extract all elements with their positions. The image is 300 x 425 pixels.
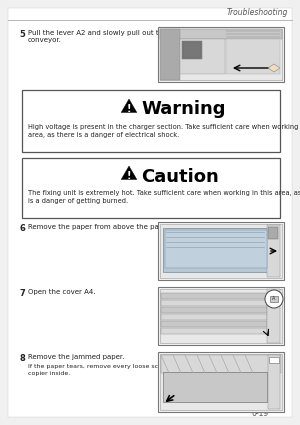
Bar [161, 321, 267, 327]
Bar [269, 357, 279, 363]
Polygon shape [121, 99, 137, 113]
Text: Remove the paper from above the paper conveyor.: Remove the paper from above the paper co… [28, 224, 206, 230]
Bar [160, 29, 282, 39]
Text: !: ! [127, 171, 131, 181]
Bar [165, 230, 267, 268]
Bar [161, 307, 267, 313]
Bar [161, 355, 281, 373]
Text: 8: 8 [19, 354, 25, 363]
Bar [161, 293, 267, 299]
Bar [158, 287, 284, 345]
Text: Open the cover A4.: Open the cover A4. [28, 289, 95, 295]
Text: A: A [272, 297, 276, 301]
Bar [160, 354, 282, 410]
Text: If the paper tears, remove every loose scraps from the
copier inside.: If the paper tears, remove every loose s… [28, 364, 201, 376]
Text: Troubleshooting: Troubleshooting [226, 8, 288, 17]
Bar [161, 328, 267, 334]
Bar [267, 225, 280, 277]
Bar [182, 41, 202, 59]
Bar [160, 289, 282, 343]
Bar [268, 355, 280, 409]
Bar [160, 29, 180, 80]
Text: Caution: Caution [141, 168, 219, 186]
Bar [268, 227, 278, 239]
Bar [158, 27, 284, 82]
Text: 7: 7 [19, 289, 25, 298]
Circle shape [265, 290, 283, 308]
Polygon shape [268, 64, 280, 72]
Bar [183, 42, 201, 58]
Bar [226, 39, 280, 74]
Text: The fixing unit is extremely hot. Take sufficient care when working in this area: The fixing unit is extremely hot. Take s… [28, 190, 300, 204]
Text: High voltage is present in the charger section. Take sufficient care when workin: High voltage is present in the charger s… [28, 124, 300, 138]
Bar [180, 39, 225, 74]
Text: Pull the lever A2 and slowly pull out the paper
conveyor.: Pull the lever A2 and slowly pull out th… [28, 30, 190, 43]
Bar [22, 158, 280, 218]
Text: Remove the jammed paper.: Remove the jammed paper. [28, 354, 124, 360]
Bar [161, 300, 267, 306]
Text: 6-19: 6-19 [251, 409, 268, 418]
Bar [160, 29, 282, 80]
Bar [22, 90, 280, 152]
Text: !: ! [127, 105, 131, 114]
Bar [161, 314, 267, 320]
Bar [267, 289, 280, 343]
Text: 6: 6 [19, 224, 25, 233]
Bar [158, 352, 284, 412]
Bar [160, 224, 282, 278]
Text: Warning: Warning [141, 100, 226, 118]
Text: 5: 5 [19, 30, 25, 39]
Polygon shape [121, 166, 137, 179]
Bar [158, 222, 284, 280]
Bar [163, 372, 267, 402]
Bar [163, 228, 269, 272]
Bar [270, 296, 278, 302]
